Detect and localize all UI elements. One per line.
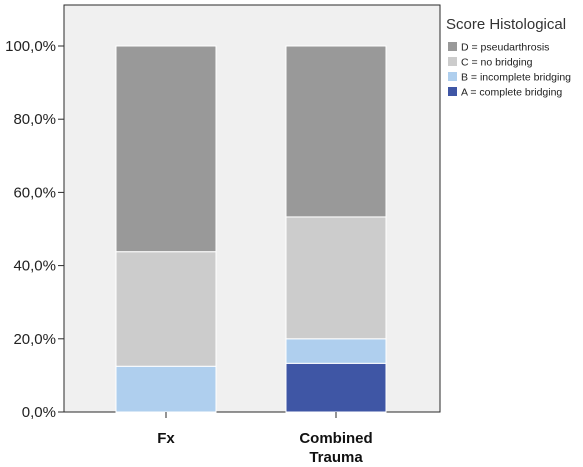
legend-swatch [448, 87, 457, 96]
category-label: Fx [157, 430, 175, 447]
bar-segment [285, 338, 387, 364]
bar-segment [115, 365, 217, 413]
category-label: Combined Trauma [299, 430, 372, 466]
legend: Score Histological D = pseudarthrosis C =… [446, 16, 571, 99]
legend-swatch [448, 72, 457, 81]
legend-swatch [448, 57, 457, 66]
bar-segment [285, 216, 387, 340]
legend-swatch [448, 42, 457, 51]
legend-label: A = complete bridging [461, 87, 562, 99]
bar-segment [285, 45, 387, 218]
legend-label: B = incomplete bridging [461, 72, 571, 84]
bar-segment [115, 45, 217, 253]
y-tick-label: 0,0% [22, 404, 56, 421]
y-tick-label: 60,0% [13, 184, 56, 201]
y-tick-label: 100,0% [5, 38, 56, 55]
y-tick-label: 20,0% [13, 331, 56, 348]
y-tick-label: 40,0% [13, 258, 56, 275]
legend-label: C = no bridging [461, 57, 533, 69]
bar-segment [285, 362, 387, 413]
legend-title: Score Histological [446, 16, 566, 33]
legend-label: D = pseudarthrosis [461, 42, 549, 54]
y-tick-label: 80,0% [13, 111, 56, 128]
bar-segment [115, 251, 217, 367]
